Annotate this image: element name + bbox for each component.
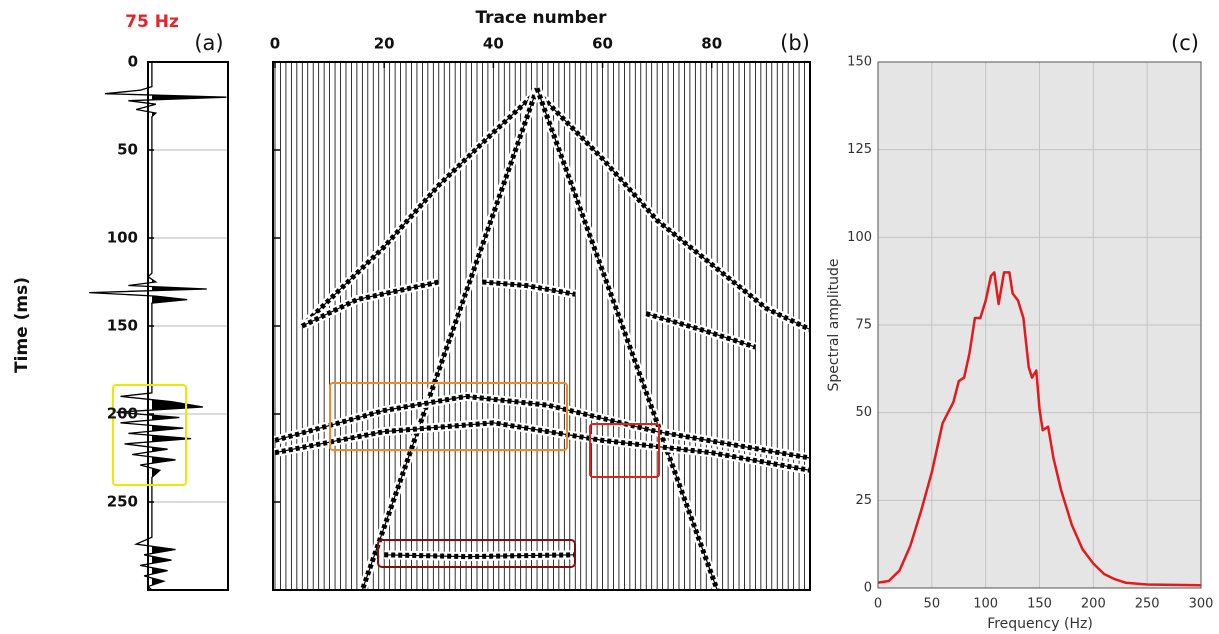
event <box>536 91 810 331</box>
event <box>536 88 718 590</box>
event <box>302 281 439 327</box>
event <box>274 422 810 471</box>
y-tick-label: 25 <box>855 493 872 508</box>
y-tick-label: 250 <box>107 493 138 511</box>
y-tick-label: 50 <box>117 141 138 159</box>
wiggle-trace <box>89 62 227 591</box>
x-tick-label: 0 <box>874 597 882 612</box>
highlight-box <box>329 382 568 451</box>
y-tick-label: 0 <box>864 581 872 596</box>
x-tick-label: 40 <box>483 35 504 53</box>
x-tick-label: 60 <box>592 35 613 53</box>
x-tick-label: 50 <box>924 597 941 612</box>
panel-label: (a) <box>194 31 223 55</box>
y-tick-label: 50 <box>855 405 872 420</box>
highlight-box <box>589 423 660 478</box>
highlight-box <box>112 384 187 486</box>
event <box>274 395 810 459</box>
panel-title: 75 Hz <box>125 12 179 32</box>
highlight-box <box>377 539 576 568</box>
x-tick-label: 80 <box>701 35 722 53</box>
event <box>482 281 576 295</box>
y-tick-label: 100 <box>847 230 872 245</box>
y-axis-label: Time (ms) <box>12 277 32 373</box>
y-tick-label: 75 <box>855 318 872 333</box>
y-tick-label: 125 <box>847 142 872 157</box>
x-tick-label: 200 <box>1081 597 1106 612</box>
y-tick-label: 200 <box>107 405 138 423</box>
panel-label: (c) <box>1171 31 1199 55</box>
event <box>384 554 576 558</box>
axes-frame <box>272 61 811 591</box>
y-tick-label: 150 <box>107 317 138 335</box>
y-axis-label: Spectral amplitude <box>826 259 842 392</box>
x-tick-label: 100 <box>973 597 998 612</box>
panel-label: (b) <box>780 31 810 55</box>
x-tick-label: 250 <box>1135 597 1160 612</box>
x-tick-label: 20 <box>374 35 395 53</box>
event <box>646 313 756 348</box>
axes-frame <box>877 61 1202 589</box>
event <box>361 88 538 590</box>
spectrum-line <box>878 271 1201 587</box>
x-axis-label: Trace number <box>475 8 607 28</box>
y-tick-label: 150 <box>847 55 872 70</box>
x-tick-label: 0 <box>270 35 280 53</box>
x-tick-label: 300 <box>1189 597 1214 612</box>
event <box>301 91 538 327</box>
y-tick-label: 100 <box>107 229 138 247</box>
y-tick-label: 0 <box>128 53 138 71</box>
x-axis-label: Frequency (Hz) <box>987 616 1093 632</box>
x-tick-label: 150 <box>1027 597 1052 612</box>
